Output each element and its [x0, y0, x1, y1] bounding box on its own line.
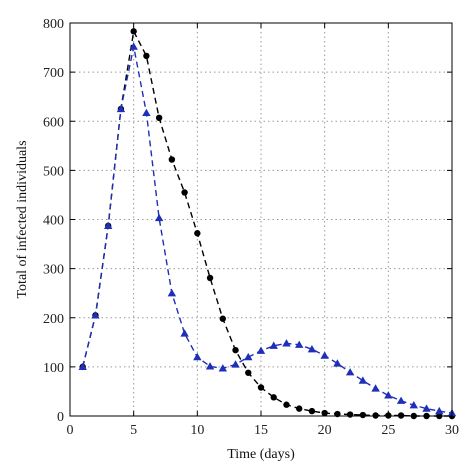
y-tick-label: 700 — [43, 66, 64, 81]
series-1-line — [82, 29, 452, 417]
grid-lines — [70, 23, 452, 416]
series-1-point — [181, 189, 188, 196]
series-2-point — [142, 108, 151, 117]
y-tick-label: 200 — [43, 312, 64, 327]
series-2-point — [167, 288, 177, 297]
series-2-point — [116, 104, 126, 113]
series-2-point — [282, 339, 291, 347]
series-2-point — [154, 213, 164, 222]
series-1-point — [168, 156, 176, 163]
y-tick-label: 0 — [57, 410, 64, 425]
series-2-point — [129, 42, 138, 50]
series-1-point — [245, 369, 252, 376]
series-2-point — [345, 368, 355, 376]
y-axis-label: Total of infected individuals — [15, 140, 30, 298]
series-2-point — [409, 400, 418, 409]
y-tick-label: 800 — [43, 17, 64, 32]
series-1-point — [283, 401, 290, 408]
y-tick-label: 500 — [43, 164, 64, 179]
series-1-point — [194, 230, 201, 237]
series-2-point — [422, 404, 431, 412]
y-tick-label: 300 — [43, 263, 64, 278]
series-2-point — [269, 341, 278, 349]
series-2-point — [358, 376, 368, 384]
series-2-point — [180, 329, 189, 337]
series-1-point — [219, 315, 226, 322]
series-2-point — [384, 391, 393, 399]
series-2-point — [78, 362, 87, 371]
x-tick-label: 5 — [130, 423, 137, 438]
series-2-point — [205, 362, 215, 370]
series-2-line — [82, 46, 453, 414]
x-axis-ticks: 0 5 10 15 20 25 30 — [67, 23, 459, 438]
series-2-point — [218, 364, 227, 372]
series-2-point — [193, 352, 202, 361]
series-layer — [78, 28, 457, 420]
x-tick-label: 25 — [381, 423, 395, 438]
series-2-point — [307, 344, 317, 353]
series-2-point — [396, 396, 406, 404]
series-1-point — [296, 405, 303, 412]
series-1-point — [206, 274, 214, 282]
series-1-point — [232, 346, 239, 354]
series-2-point — [256, 346, 266, 354]
series-2-point — [295, 340, 304, 348]
series-2-point — [320, 351, 329, 359]
y-tick-label: 600 — [43, 115, 64, 130]
x-tick-label: 15 — [254, 423, 268, 438]
series-1-point — [143, 52, 150, 60]
x-tick-label: 0 — [67, 423, 74, 438]
series-1-point — [155, 114, 163, 122]
x-axis-label: Time (days) — [227, 447, 295, 462]
series-2-point — [371, 384, 380, 392]
series-2-point — [91, 311, 100, 319]
series-1-point — [346, 411, 354, 418]
series-1 — [79, 28, 456, 420]
series-2-point — [435, 406, 444, 415]
series-2-point — [104, 221, 113, 230]
x-tick-label: 30 — [445, 423, 459, 438]
series-2-point — [231, 360, 240, 368]
series-1-point — [257, 384, 265, 391]
y-tick-label: 100 — [43, 361, 64, 376]
y-tick-label: 400 — [43, 214, 64, 229]
series-2-point — [333, 359, 342, 367]
x-tick-label: 10 — [190, 423, 204, 438]
series-2 — [78, 42, 457, 417]
x-tick-label: 20 — [318, 423, 332, 438]
series-1-point — [130, 28, 137, 35]
y-axis-ticks: 0 100 200 300 400 500 600 700 800 — [43, 17, 452, 425]
series-1-point — [270, 394, 277, 401]
series-1-point — [308, 407, 316, 415]
series-1-point — [359, 411, 367, 419]
series-2-point — [244, 352, 253, 361]
